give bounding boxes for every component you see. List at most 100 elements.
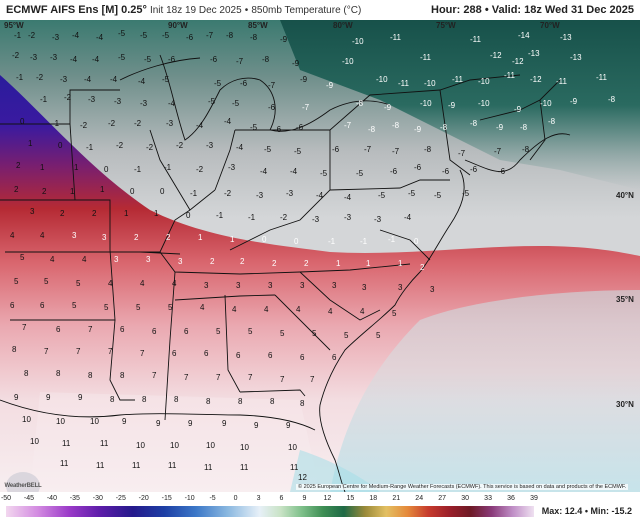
temperature-value: 5 (376, 331, 381, 340)
temperature-value: -9 (448, 101, 456, 110)
temperature-value: -5 (294, 147, 302, 156)
colorbar-tick: 6 (279, 495, 284, 502)
temperature-value: 4 (360, 307, 365, 316)
temperature-value: 3 (268, 281, 273, 290)
temperature-value: 4 (108, 279, 113, 288)
header-right: Hour: 288 • Valid: 18z Wed 31 Dec 2025 (431, 4, 634, 16)
temperature-value: 2 (14, 185, 19, 194)
temperature-value: -11 (420, 53, 432, 62)
temperature-value: -10 (540, 99, 552, 108)
colorbar-tick: -10 (184, 495, 195, 502)
temperature-value: -11 (556, 77, 568, 86)
temperature-value: -9 (384, 103, 392, 112)
temperature-value: -2 (134, 119, 142, 128)
temperature-value: -7 (392, 147, 400, 156)
temperature-value: 0 (160, 187, 165, 196)
temperature-value: 0 (414, 237, 419, 246)
temperature-value: 2 (134, 233, 139, 242)
temperature-value: -2 (224, 189, 232, 198)
colorbar-tick: 18 (369, 495, 378, 502)
coastlines (0, 54, 571, 492)
temperature-value: 1 (70, 187, 75, 196)
forecast-hour: Hour: 288 (431, 4, 482, 16)
temperature-value: -1 (388, 235, 396, 244)
temperature-value: 10 (90, 417, 99, 426)
colorbar-tick: -25 (115, 495, 126, 502)
temperature-value: -13 (560, 33, 572, 42)
temperature-value: 3 (178, 257, 183, 266)
temperature-value: 8 (88, 371, 93, 380)
temperature-value: -12 (490, 51, 502, 60)
temperature-value: 7 (216, 373, 221, 382)
temperature-value: 1 (40, 163, 45, 172)
temperature-value: 3 (332, 281, 337, 290)
temperature-value: -4 (196, 121, 204, 130)
temperature-value: -8 (440, 123, 448, 132)
temperature-value: 5 (344, 331, 349, 340)
temperature-value: -1 (328, 237, 336, 246)
temperature-value: -5 (162, 75, 170, 84)
temperature-value: -2 (108, 119, 116, 128)
colorbar-tick: -5 (209, 495, 216, 502)
temperature-value: 8 (56, 369, 61, 378)
temperature-value: 5 (168, 303, 173, 312)
temperature-value: 4 (232, 305, 237, 314)
temperature-value: 7 (76, 347, 81, 356)
temperature-value: -8 (520, 123, 528, 132)
temperature-value: -4 (404, 213, 412, 222)
temperature-value: -5 (408, 189, 416, 198)
temperature-value: 2 (166, 233, 171, 242)
temperature-value: 4 (296, 305, 301, 314)
temperature-value: -9 (326, 81, 334, 90)
temperature-value: -6 (390, 167, 398, 176)
temperature-value: 4 (10, 231, 15, 240)
temperature-value: -6 (268, 103, 276, 112)
model-title: ECMWF AIFS Ens [M] 0.25° (6, 4, 147, 16)
temperature-value: -5 (118, 53, 126, 62)
temperature-value: -1 (190, 189, 198, 198)
temperature-value: 5 (104, 303, 109, 312)
temperature-value: 8 (270, 397, 275, 406)
temperature-value: 8 (110, 395, 115, 404)
temperature-value: -1 (86, 143, 94, 152)
colorbar-tick: 39 (530, 495, 538, 502)
temperature-value: -5 (208, 97, 216, 106)
temperature-value: 9 (188, 419, 193, 428)
temperature-value: -4 (70, 55, 78, 64)
temperature-value: -3 (50, 53, 58, 62)
temperature-value: 11 (132, 461, 141, 470)
temperature-value: 9 (46, 393, 51, 402)
temperature-value: 10 (30, 437, 39, 446)
valid-time: Valid: 18z Wed 31 Dec 2025 (491, 4, 634, 16)
temperature-value: -8 (392, 121, 400, 130)
temperature-value: 4 (140, 279, 145, 288)
temperature-value: -10 (342, 57, 354, 66)
colorbar-tick: 30 (461, 495, 470, 502)
temperature-value: 2 (420, 263, 425, 272)
temperature-value: 7 (310, 375, 315, 384)
temperature-value: 6 (120, 325, 125, 334)
temperature-value: -10 (420, 99, 432, 108)
colorbar-tick: 15 (346, 495, 355, 502)
latitude-labels: 40°N 35°N 30°N (616, 191, 634, 409)
temperature-value: 11 (100, 439, 109, 448)
temperature-value: 2 (210, 257, 215, 266)
temperature-value: -11 (398, 79, 410, 88)
temperature-value: -10 (478, 77, 490, 86)
temperature-value: 1 (198, 233, 203, 242)
temperature-map[interactable]: 95°W 90°W 85°W 80°W 75°W 70°W 40°N 35°N … (0, 20, 640, 492)
temperature-value: 4 (40, 231, 45, 240)
temperature-value: 10 (56, 417, 65, 426)
temperature-value: 7 (22, 323, 27, 332)
separator: • (484, 4, 489, 16)
temperature-value: 1 (154, 209, 159, 218)
temperature-value: -1 (248, 213, 256, 222)
temperature-value: 3 (300, 281, 305, 290)
colorbar-tick: 12 (323, 495, 332, 502)
temperature-value: -6 (296, 123, 304, 132)
temperature-value: -2 (196, 165, 204, 174)
temperature-value: -8 (250, 33, 258, 42)
colorbar-tick: -35 (69, 495, 80, 502)
temperature-value: -8 (356, 99, 364, 108)
longitude-labels: 95°W 90°W 85°W 80°W 75°W 70°W (4, 21, 560, 30)
